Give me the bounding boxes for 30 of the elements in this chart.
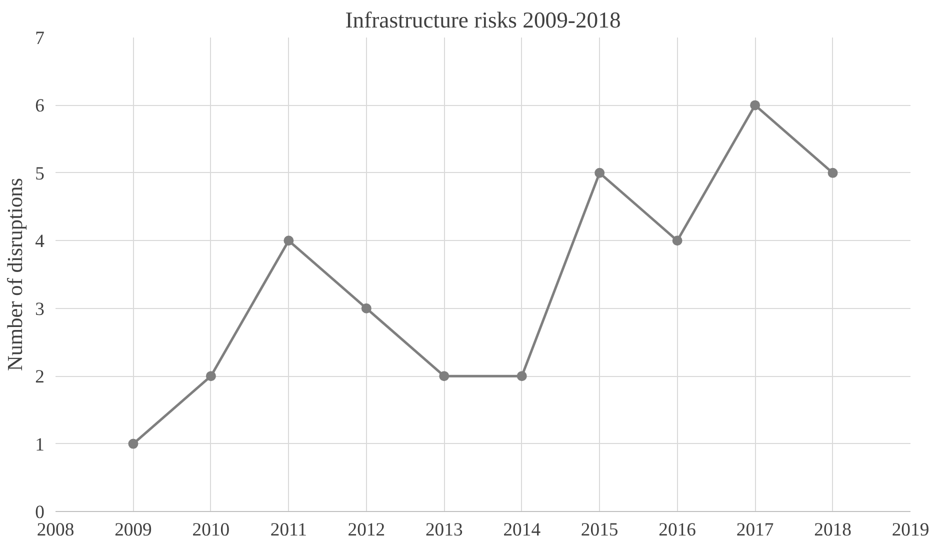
y-tick-label: 6 xyxy=(35,96,44,117)
point xyxy=(516,371,527,382)
y-axis-title: Number of disruptions xyxy=(3,178,28,372)
point xyxy=(128,438,138,449)
x-tick-label: 2011 xyxy=(270,520,307,540)
y-tick-label: 2 xyxy=(35,366,44,388)
y-tick-label: 5 xyxy=(35,163,44,184)
x-tick-label: 2013 xyxy=(425,520,463,540)
x-tick-label: 2016 xyxy=(658,520,696,540)
x-tick-label: 2014 xyxy=(503,520,542,540)
point xyxy=(361,303,372,314)
point xyxy=(672,236,682,246)
point xyxy=(206,371,216,382)
y-tick-label: 7 xyxy=(35,28,44,49)
x-tick-label: 2017 xyxy=(736,520,774,540)
point xyxy=(439,371,450,382)
point xyxy=(828,168,838,178)
x-tick-label: 2015 xyxy=(580,520,618,540)
x-tick-label: 2012 xyxy=(348,520,386,540)
x-tick-label: 2019 xyxy=(892,520,930,540)
x-tick-label: 2018 xyxy=(814,520,852,540)
y-tick-label: 3 xyxy=(35,298,44,320)
x-tick-label: 2009 xyxy=(114,520,152,540)
point xyxy=(284,236,294,246)
point xyxy=(750,100,760,110)
point xyxy=(594,168,605,178)
y-tick-label: 1 xyxy=(35,434,44,456)
x-tick-label: 2010 xyxy=(192,520,230,540)
y-tick-label: 4 xyxy=(35,231,46,252)
chart-title: Infrastructure risks 2009-2018 xyxy=(345,8,621,32)
